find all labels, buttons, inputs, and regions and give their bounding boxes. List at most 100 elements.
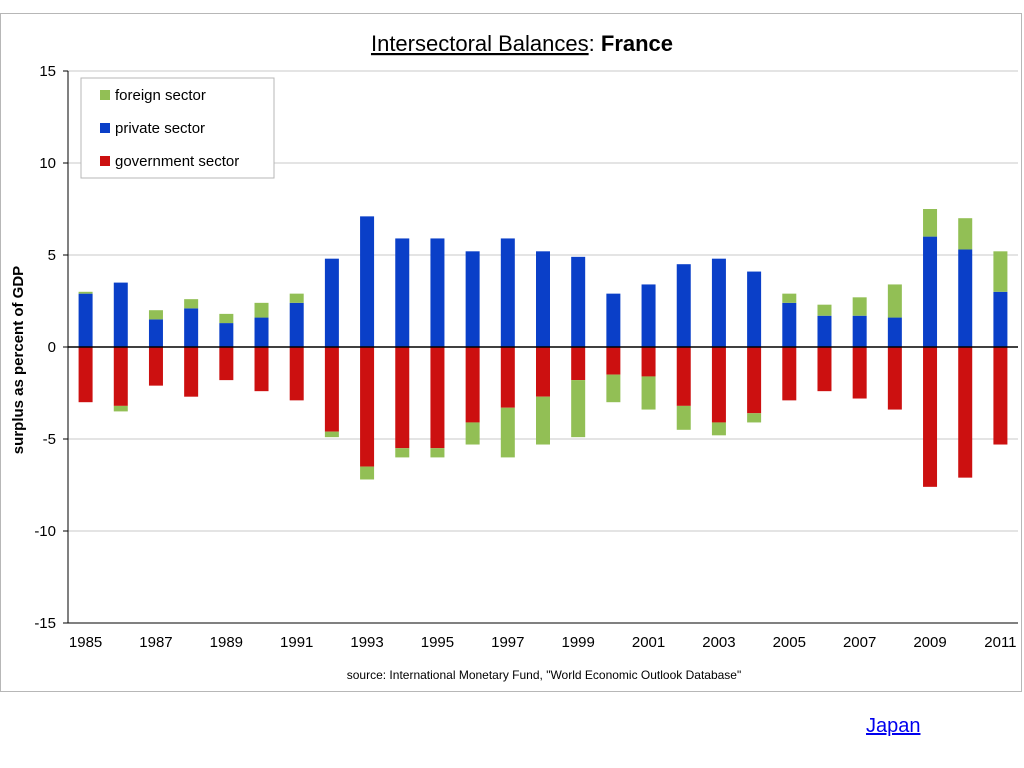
bar-government-1998 (536, 347, 550, 397)
bar-private-2002 (676, 264, 691, 347)
bar-foreign-2011 (993, 251, 1008, 292)
bar-foreign-1998 (536, 396, 550, 445)
bar-private-2009 (923, 236, 938, 347)
bar-government-2008 (887, 347, 902, 410)
x-tick-label: 2001 (632, 634, 665, 651)
chart-frame: Intersectoral Balances: France 15 10 5 0 -5 -… (0, 13, 1022, 692)
bar-private-1998 (536, 251, 550, 347)
bar-government-2006 (817, 347, 832, 392)
bar-government-2003 (711, 347, 726, 423)
bar-private-1986 (113, 282, 128, 347)
y-axis-label: surplus as percent of GDP (10, 266, 27, 454)
x-tick-label: 1999 (561, 634, 594, 651)
bar-government-1993 (360, 347, 375, 467)
bar-private-2000 (606, 293, 621, 347)
bar-private-2006 (817, 315, 832, 347)
bar-government-2004 (747, 347, 762, 414)
source-note: source: International Monetary Fund, "Wo… (347, 668, 742, 682)
bar-government-1988 (184, 347, 199, 397)
bar-foreign-2003 (711, 422, 726, 436)
bar-private-1992 (324, 258, 339, 347)
bar-foreign-1996 (465, 422, 480, 445)
bar-foreign-1989 (219, 313, 234, 324)
bar-private-2011 (993, 291, 1008, 347)
bar-government-1999 (571, 347, 586, 381)
x-tick-label: 2011 (984, 634, 1016, 651)
legend: foreign sector private sector government… (80, 77, 275, 179)
legend-swatch-government (100, 156, 110, 166)
bar-private-1999 (571, 256, 586, 347)
y-tick-labels: 15 10 5 0 -5 -10 -15 (34, 63, 56, 632)
bar-government-1992 (324, 347, 339, 432)
bar-foreign-1999 (571, 380, 586, 438)
bar-private-1994 (395, 238, 410, 347)
chart-title-country: France (601, 31, 673, 56)
bar-private-1997 (500, 238, 515, 347)
bar-foreign-2006 (817, 304, 832, 316)
legend-swatch-foreign (100, 90, 110, 100)
legend-label-private: private sector (115, 120, 205, 137)
x-tick-label: 1989 (210, 634, 243, 651)
bar-government-2007 (852, 347, 867, 399)
bar-government-2000 (606, 347, 621, 375)
x-tick-label: 2003 (702, 634, 735, 651)
bar-government-1994 (395, 347, 410, 449)
bar-foreign-1986 (113, 405, 128, 412)
bar-government-1995 (430, 347, 445, 449)
bar-government-2009 (923, 347, 938, 487)
bar-private-2004 (747, 271, 762, 347)
bar-government-2010 (958, 347, 973, 478)
x-tick-label: 1997 (491, 634, 524, 651)
bar-private-2001 (641, 284, 656, 347)
bars (78, 209, 1008, 487)
japan-link[interactable]: Japan (866, 715, 921, 737)
x-tick-label: 2005 (773, 634, 806, 651)
bar-government-1986 (113, 347, 128, 406)
x-tick-label: 2009 (913, 634, 946, 651)
x-tick-labels: 1985 1987 1989 1991 1993 1995 1997 1999 2001 2003… (69, 634, 1017, 651)
bar-private-2005 (782, 302, 797, 347)
x-tick-label: 1991 (280, 634, 313, 651)
chart-title: Intersectoral Balances: France (371, 31, 673, 56)
bar-private-1987 (148, 319, 163, 347)
bar-private-2010 (958, 249, 973, 347)
legend-swatch-private (100, 123, 110, 133)
bar-foreign-1990 (254, 302, 269, 318)
bar-foreign-1997 (500, 407, 515, 458)
x-tick-label: 1985 (69, 634, 102, 651)
bar-private-2008 (887, 317, 902, 347)
bar-private-1995 (430, 238, 445, 347)
bar-foreign-2008 (887, 284, 902, 318)
bar-foreign-1993 (360, 466, 375, 480)
x-tick-label: 1993 (350, 634, 383, 651)
bar-foreign-2010 (958, 218, 973, 250)
bar-foreign-1988 (184, 299, 199, 309)
bar-foreign-1995 (430, 448, 445, 458)
bar-government-2005 (782, 347, 797, 401)
bar-private-1990 (254, 317, 269, 347)
bar-government-1997 (500, 347, 515, 408)
bar-government-1985 (78, 347, 93, 403)
legend-label-foreign: foreign sector (115, 87, 206, 104)
bar-private-1993 (360, 216, 375, 347)
bar-foreign-2001 (641, 376, 656, 410)
y-tick-label: -15 (34, 615, 56, 632)
y-tick-label: 0 (48, 339, 56, 356)
axes (63, 70, 1018, 624)
bar-foreign-1994 (395, 448, 410, 458)
bar-government-1987 (148, 347, 163, 386)
bar-foreign-2007 (852, 297, 867, 316)
bar-foreign-2000 (606, 374, 621, 403)
bar-government-1989 (219, 347, 234, 381)
bar-government-1990 (254, 347, 269, 392)
bar-government-2011 (993, 347, 1008, 445)
chart-svg: Intersectoral Balances: France 15 10 5 0 -5 -… (10, 31, 1018, 682)
bar-government-1991 (289, 347, 304, 401)
chart-title-sep: : (589, 31, 601, 56)
bar-foreign-1991 (289, 293, 304, 303)
bar-government-2002 (676, 347, 691, 406)
x-tick-label: 1995 (421, 634, 454, 651)
bar-foreign-1985 (78, 291, 93, 294)
bar-private-1989 (219, 323, 234, 347)
bar-foreign-2009 (923, 209, 938, 237)
